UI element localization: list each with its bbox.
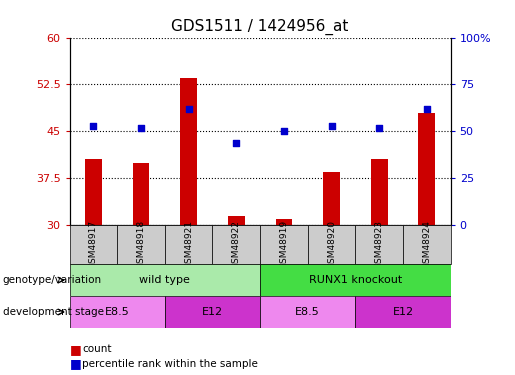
Bar — [371, 159, 387, 225]
Text: GSM48923: GSM48923 — [375, 220, 384, 269]
Bar — [403, 225, 451, 264]
Text: E8.5: E8.5 — [295, 307, 320, 317]
Text: ■: ■ — [70, 343, 81, 356]
Bar — [419, 112, 435, 225]
Text: RUNX1 knockout: RUNX1 knockout — [308, 275, 402, 285]
Text: GSM48922: GSM48922 — [232, 220, 241, 269]
Point — [375, 124, 383, 130]
Text: E12: E12 — [202, 307, 223, 317]
Bar — [260, 296, 355, 328]
Bar — [70, 225, 117, 264]
Bar — [165, 225, 212, 264]
Bar — [133, 162, 149, 225]
Bar — [260, 225, 308, 264]
Text: genotype/variation: genotype/variation — [3, 275, 101, 285]
Bar — [276, 219, 292, 225]
Text: percentile rank within the sample: percentile rank within the sample — [82, 359, 259, 369]
Point — [89, 123, 97, 129]
Bar — [180, 78, 197, 225]
Point — [137, 124, 145, 130]
Text: wild type: wild type — [140, 275, 190, 285]
Text: GSM48917: GSM48917 — [89, 220, 98, 269]
Text: E12: E12 — [392, 307, 414, 317]
Text: ■: ■ — [70, 357, 81, 370]
Bar — [213, 225, 260, 264]
Text: GSM48924: GSM48924 — [422, 220, 431, 269]
Bar — [323, 172, 340, 225]
Bar — [355, 225, 403, 264]
Point — [184, 106, 193, 112]
Text: development stage: development stage — [3, 307, 104, 317]
Point — [423, 106, 431, 112]
Bar — [260, 264, 451, 296]
Point — [280, 128, 288, 134]
Bar — [228, 216, 245, 225]
Bar — [307, 225, 355, 264]
Bar — [355, 296, 451, 328]
Text: GSM48919: GSM48919 — [280, 220, 288, 269]
Bar — [85, 159, 101, 225]
Bar — [117, 225, 165, 264]
Text: GSM48920: GSM48920 — [327, 220, 336, 269]
Text: GSM48918: GSM48918 — [136, 220, 145, 269]
Point — [232, 140, 241, 146]
Point — [328, 123, 336, 129]
Text: E8.5: E8.5 — [105, 307, 130, 317]
Title: GDS1511 / 1424956_at: GDS1511 / 1424956_at — [171, 18, 349, 35]
Bar — [165, 296, 260, 328]
Text: count: count — [82, 345, 112, 354]
Bar — [70, 296, 165, 328]
Text: GSM48921: GSM48921 — [184, 220, 193, 269]
Bar — [70, 264, 260, 296]
